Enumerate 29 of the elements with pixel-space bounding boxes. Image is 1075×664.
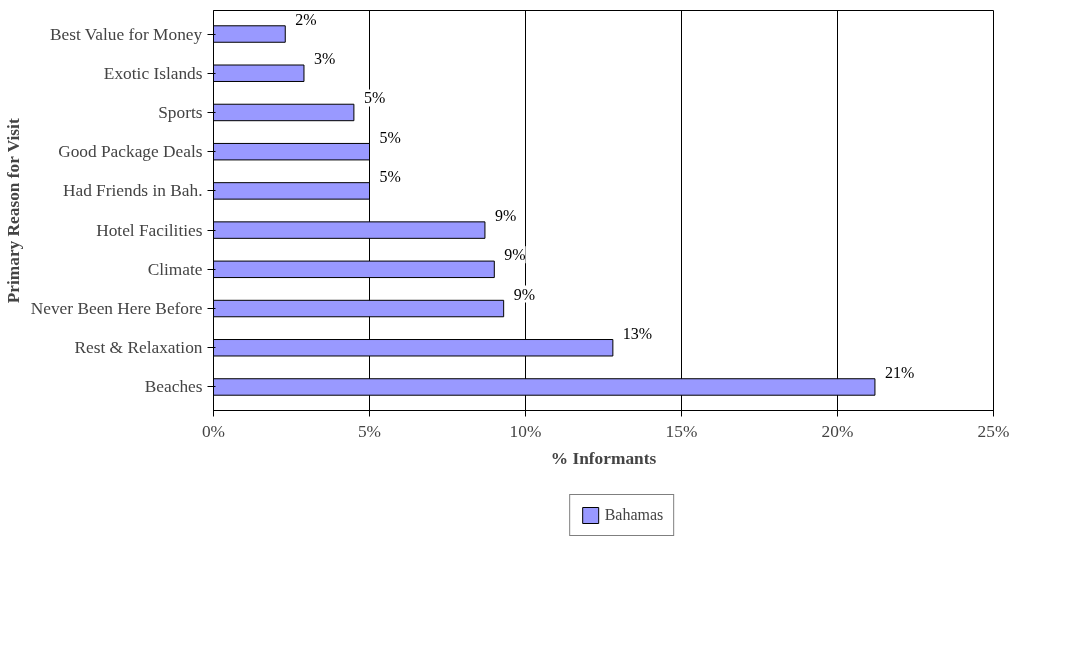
y-tick-label: Good Package Deals [58,142,203,162]
x-tick-label: 25% [977,421,1010,441]
legend-label: Bahamas [604,506,664,524]
x-tick-label: 0% [201,421,226,441]
y-tick-label: Rest & Relaxation [74,338,203,358]
y-tick-label: Sports [158,102,203,122]
x-axis-title: % Informants [550,448,657,468]
data-label: 9% [513,285,535,303]
data-label: 5% [363,89,386,107]
y-tick-label: Exotic Islands [103,63,203,83]
data-label: 13% [622,324,653,342]
data-label: 9% [494,207,517,225]
y-tick-label: Climate [147,259,203,279]
x-tick-label: 15% [665,421,698,441]
y-tick-label: Best Value for Money [49,24,203,44]
data-label: 5% [379,167,401,185]
data-label: 2% [295,11,317,29]
x-tick-label: 10% [509,421,542,441]
data-label: 21% [884,363,915,381]
data-label: 5% [379,128,401,146]
y-tick-label: Never Been Here Before [30,299,203,319]
y-axis-title: Primary Reason for Visit [3,118,23,304]
x-tick-label: 20% [821,421,854,441]
y-tick-label: Hotel Facilities [96,220,203,240]
data-label: 9% [504,246,526,264]
x-tick-label: 5% [357,421,382,441]
y-tick-label: Beaches [144,377,203,397]
y-tick-label: Had Friends in Bah. [62,181,203,201]
data-label: 3% [313,50,336,68]
